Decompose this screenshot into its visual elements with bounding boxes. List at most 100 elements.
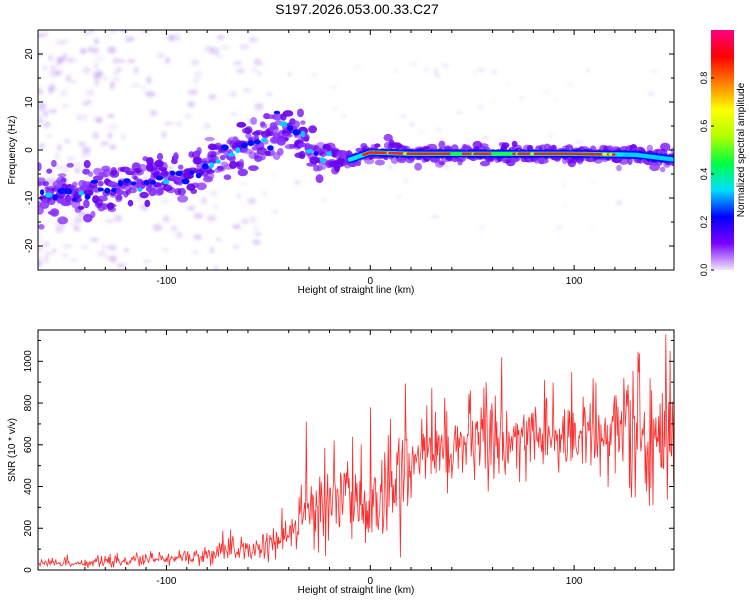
x-tick-label: 100 <box>566 576 583 587</box>
snr-xlabel: Height of straight line (km) <box>298 585 415 596</box>
ridge-cell <box>254 129 264 135</box>
noise-cell <box>543 89 550 94</box>
colorbar-ticks: 0.0 0.2 0.4 0.6 0.8 <box>699 72 714 276</box>
noise-cell <box>149 110 158 116</box>
noise-cell <box>229 91 238 98</box>
line-core <box>611 153 616 156</box>
ridge-cell <box>83 160 91 169</box>
noise-cell <box>143 259 151 264</box>
ridge-cell <box>177 164 184 170</box>
noise-cell <box>165 165 174 171</box>
noise-cell <box>95 70 104 76</box>
noise-cell <box>126 58 136 64</box>
ridge-cell <box>144 199 151 208</box>
y-tick-label: -20 <box>24 238 35 253</box>
noise-cell <box>108 123 119 130</box>
noise-cell <box>557 224 563 229</box>
y-tick-label: 600 <box>23 436 34 453</box>
noise-cell <box>233 61 243 65</box>
ridge-cell <box>126 168 135 173</box>
ridge-cell <box>276 137 286 146</box>
noise-cell <box>409 123 415 127</box>
ridge-peak <box>247 140 254 147</box>
noise-cell <box>97 249 107 258</box>
noise-cell <box>247 197 257 205</box>
colorbar-tick-label: 0.8 <box>699 72 709 85</box>
noise-cell <box>160 198 169 204</box>
noise-cell <box>38 118 43 123</box>
noise-cell <box>52 248 57 253</box>
ridge-peak <box>273 110 281 115</box>
ridge-peak <box>175 170 183 176</box>
ridge-cell <box>204 136 215 142</box>
ridge-cell <box>57 173 67 178</box>
noise-cell <box>55 222 66 231</box>
ridge-cell <box>223 174 232 180</box>
ridge-cell <box>72 181 78 188</box>
ridge-cell <box>438 161 446 166</box>
noise-cell <box>63 139 71 143</box>
ridge-peak <box>84 193 91 200</box>
ridge-cell <box>272 113 283 121</box>
noise-cell <box>133 66 139 75</box>
noise-cell <box>161 130 167 139</box>
ridge-cell <box>77 205 85 210</box>
noise-cell <box>651 69 658 73</box>
colorbar: 0.0 0.2 0.4 0.6 0.8 Normalized spectral ampl… <box>699 30 747 276</box>
ridge-peak <box>189 170 195 175</box>
noise-cell <box>109 81 115 90</box>
noise-cell <box>216 54 222 58</box>
noise-cell <box>70 222 78 227</box>
ridge-peak <box>195 172 202 179</box>
noise-cell <box>48 86 53 95</box>
ridge-cell <box>196 182 207 191</box>
noise-cell <box>236 193 242 200</box>
noise-cell <box>96 118 102 124</box>
noise-cell <box>586 68 591 72</box>
noise-cell <box>156 52 166 59</box>
noise-cell <box>47 133 52 139</box>
ridge-peak <box>286 125 294 132</box>
ridge-cell <box>156 152 164 161</box>
noise-cell <box>229 112 239 117</box>
y-tick-label: 800 <box>23 394 34 411</box>
noise-cell <box>232 245 240 249</box>
ridge-cell <box>90 210 96 219</box>
ridge-cell <box>83 199 90 209</box>
y-tick-label: 10 <box>24 96 35 108</box>
noise-cell <box>38 262 42 268</box>
ridge-cell <box>163 171 169 177</box>
noise-cell <box>38 255 42 260</box>
ridge-cell <box>107 206 117 213</box>
noise-cell <box>38 87 44 95</box>
noise-cell <box>231 224 240 229</box>
ridge-cell <box>267 148 275 157</box>
noise-cell <box>82 146 91 153</box>
noise-cell <box>113 214 123 223</box>
ridge-cell <box>88 171 93 177</box>
noise-cell <box>216 237 221 241</box>
noise-cell <box>443 164 449 170</box>
ridge-peak <box>215 159 221 164</box>
noise-cell <box>477 68 485 72</box>
noise-cell <box>62 243 73 249</box>
noise-cell <box>257 72 263 76</box>
noise-cell <box>393 69 400 73</box>
noise-cell <box>194 70 203 78</box>
ridge-cell <box>479 160 491 167</box>
colorbar-tick-label: 0.2 <box>699 216 709 229</box>
noise-cell <box>38 113 43 118</box>
noise-cell <box>187 205 196 211</box>
ridge-cell <box>259 154 266 161</box>
noise-cell <box>121 134 126 140</box>
noise-cell <box>115 66 122 73</box>
ridge-cell <box>194 150 201 157</box>
noise-cell <box>89 237 100 242</box>
ridge-cell <box>383 133 393 142</box>
ridge-cell <box>190 188 198 194</box>
ridge-peak <box>221 144 229 151</box>
ridge-cell <box>139 191 149 199</box>
noise-cell <box>131 83 141 88</box>
noise-cell <box>54 165 61 170</box>
